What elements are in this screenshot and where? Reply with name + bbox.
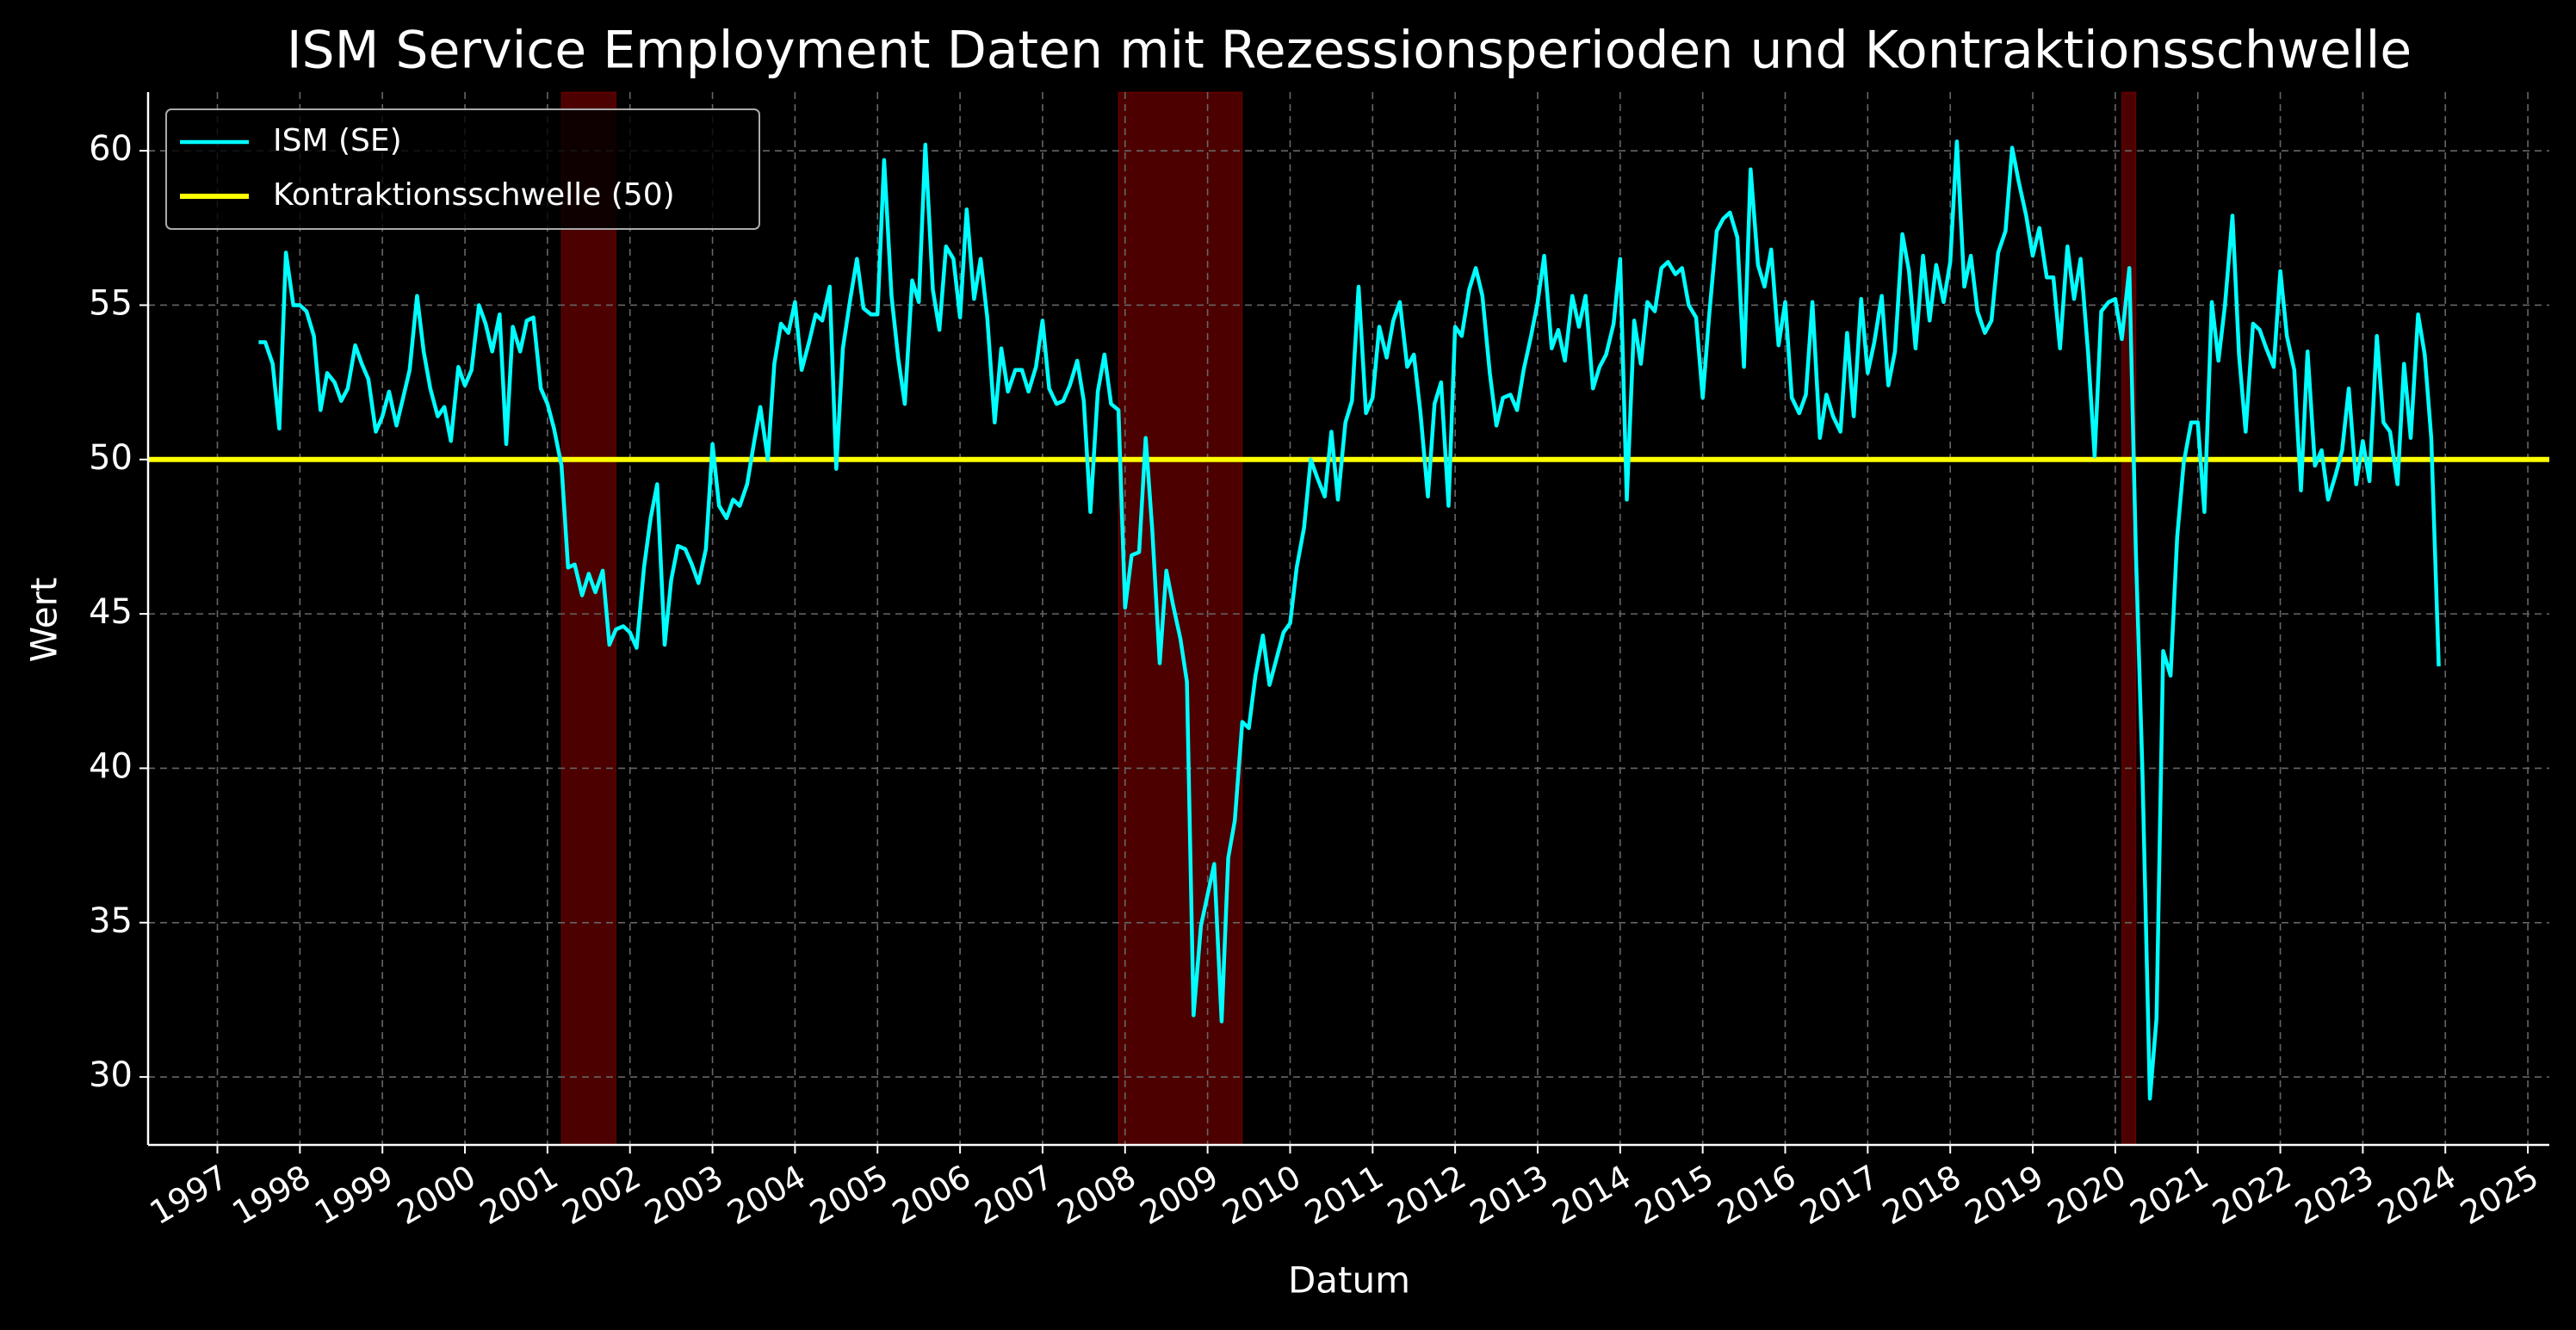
- y-axis-label: Wert: [23, 578, 65, 663]
- x-tick-label: 2001: [474, 1158, 565, 1232]
- x-tick-label: 2022: [2207, 1158, 2298, 1232]
- x-tick-label: 2013: [1464, 1158, 1555, 1232]
- x-tick-label: 2007: [969, 1158, 1060, 1232]
- y-tick-label: 45: [89, 592, 133, 632]
- x-tick-label: 2000: [391, 1158, 482, 1232]
- x-tick-label: 2017: [1793, 1158, 1885, 1232]
- x-tick-label: 1999: [308, 1158, 399, 1232]
- recession-band: [1118, 91, 1243, 1146]
- y-tick-label: 35: [89, 901, 133, 941]
- x-tick-label: 2010: [1216, 1158, 1307, 1232]
- y-tick-label: 50: [89, 438, 133, 478]
- x-tick-label: 2009: [1134, 1158, 1225, 1232]
- chart-title: ISM Service Employment Daten mit Rezessi…: [287, 21, 2412, 81]
- x-tick-label: 2015: [1629, 1158, 1720, 1232]
- legend-box: [165, 108, 760, 230]
- recession-band: [2121, 91, 2137, 1146]
- x-axis-label: Datum: [1288, 1259, 1410, 1302]
- x-tick-label: 2024: [2371, 1158, 2462, 1232]
- x-tick-label: 2025: [2454, 1158, 2545, 1232]
- x-tick-label: 2018: [1876, 1158, 1967, 1232]
- y-tick-label: 60: [89, 129, 133, 169]
- x-tick-label: 2005: [803, 1158, 895, 1232]
- x-tick-label: 2019: [1959, 1158, 2050, 1232]
- x-tick-label: 2004: [721, 1158, 812, 1232]
- y-tick-label: 55: [89, 283, 133, 323]
- legend-label: ISM (SE): [273, 123, 402, 158]
- x-tick-label: 2002: [556, 1158, 647, 1232]
- x-tick-label: 2021: [2124, 1158, 2215, 1232]
- x-tick-label: 2008: [1051, 1158, 1142, 1232]
- y-tick-label: 40: [89, 746, 133, 786]
- x-tick-label: 2016: [1711, 1158, 1802, 1232]
- x-tick-label: 2011: [1298, 1158, 1390, 1232]
- x-tick-label: 2012: [1381, 1158, 1472, 1232]
- x-tick-label: 1997: [143, 1158, 234, 1232]
- x-tick-label: 2023: [2288, 1158, 2380, 1232]
- x-tick-label: 2014: [1546, 1158, 1638, 1232]
- x-tick-label: 2006: [886, 1158, 977, 1232]
- series-line: [258, 139, 2441, 1101]
- x-tick-label: 2003: [639, 1158, 730, 1232]
- y-tick-label: 30: [89, 1055, 133, 1095]
- x-tick-label: 1998: [226, 1158, 317, 1232]
- x-tick-label: 2020: [2041, 1158, 2133, 1232]
- legend-label: Kontraktionsschwelle (50): [273, 177, 675, 213]
